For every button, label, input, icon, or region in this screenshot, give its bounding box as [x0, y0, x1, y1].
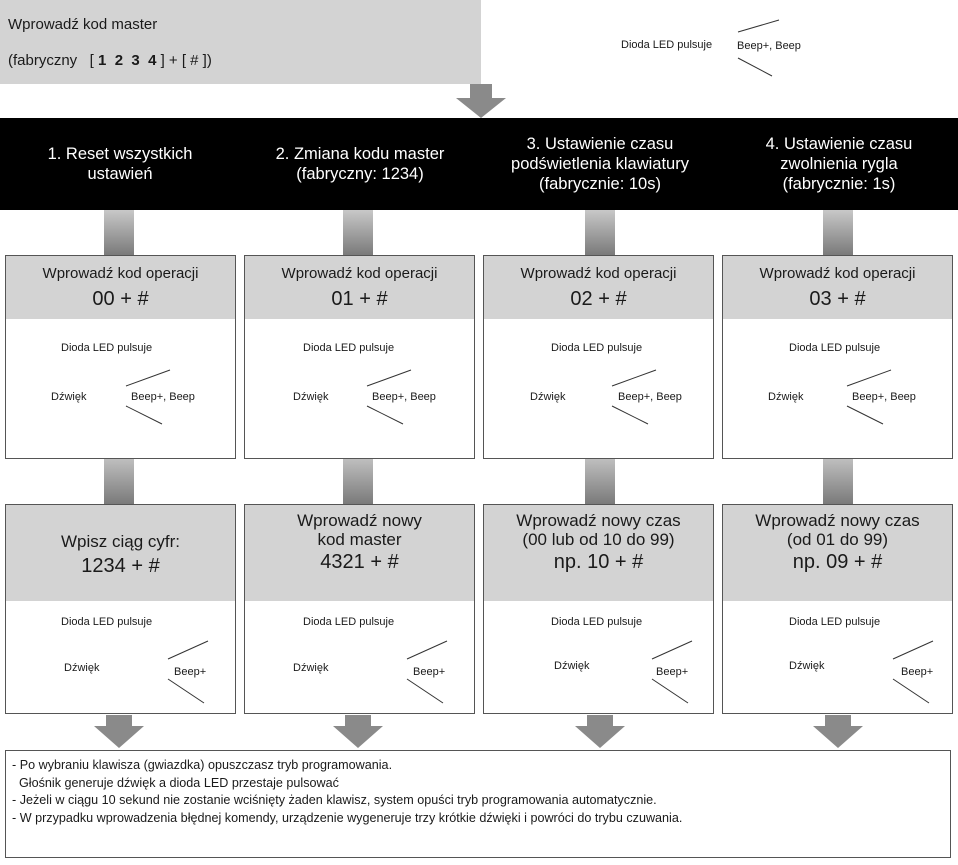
- bottom-arrow-3: [575, 715, 625, 748]
- connector-3a: [585, 210, 615, 255]
- led-label: Dioda LED pulsuje: [61, 616, 153, 628]
- op-title: Wprowadź kod operacji: [281, 265, 438, 282]
- sound-label: Dźwięk: [293, 662, 329, 674]
- op-box-2: Wprowadź kod operacji 01 + # Dioda LED p…: [244, 255, 475, 459]
- note-line: - W przypadku wprowadzenia błędnej komen…: [12, 810, 683, 825]
- note-line: Głośnik generuje dźwięk a dioda LED prze…: [12, 775, 339, 790]
- step2-line: Wprowadź nowy czas: [755, 511, 920, 530]
- op-code: 03 + #: [809, 288, 866, 310]
- op-title: Wprowadź kod operacji: [759, 265, 916, 282]
- led-label: Dioda LED pulsuje: [303, 616, 395, 628]
- notes-box: - Po wybraniu klawisza (gwiazdka) opuszc…: [5, 750, 951, 858]
- bottom-arrow-4: [813, 715, 863, 748]
- bracket-icon: [366, 369, 412, 425]
- sound-label: Dźwięk: [51, 391, 87, 403]
- top-beep-label: Beep+, Beep: [737, 40, 801, 52]
- op-title: Wprowadź kod operacji: [42, 265, 199, 282]
- bracket-icon: [611, 369, 657, 425]
- beep-label: Beep+, Beep: [852, 391, 916, 403]
- op-box-3: Wprowadź kod operacji 02 + # Dioda LED p…: [483, 255, 714, 459]
- led-label: Dioda LED pulsuje: [789, 342, 881, 354]
- bracket-icon: [125, 369, 171, 425]
- step2-box-4: Wprowadź nowy czas (od 01 do 99) np. 09 …: [722, 504, 953, 714]
- op-box-1: Wprowadź kod operacji 00 + # Dioda LED p…: [5, 255, 236, 459]
- bracket-icon: [651, 640, 693, 704]
- sound-label: Dźwięk: [789, 660, 825, 672]
- operations-header: 1. Reset wszystkich ustawień 2. Zmiana ko…: [0, 118, 958, 210]
- header-op-4: 4. Ustawienie czasu zwolnienia rygla (fabr…: [765, 135, 913, 193]
- beep-label: Beep+: [901, 666, 934, 678]
- top-arrow: [456, 84, 506, 118]
- led-label: Dioda LED pulsuje: [551, 342, 643, 354]
- op-title: Wprowadź kod operacji: [520, 265, 677, 282]
- step2-line: (od 01 do 99): [786, 530, 889, 549]
- step2-box-2: Wprowadź nowy kod master 4321 + # Dioda …: [244, 504, 475, 714]
- bracket-icon: [846, 369, 892, 425]
- sound-label: Dźwięk: [554, 660, 590, 672]
- header-op-1: 1. Reset wszystkich ustawień: [47, 145, 193, 183]
- bracket-icon: [406, 640, 448, 704]
- step2-line: kod master: [317, 530, 402, 549]
- step2-line: Wprowadź nowy: [297, 511, 422, 530]
- sound-label: Dźwięk: [293, 391, 329, 403]
- connector-2b: [343, 458, 373, 504]
- op-code: 00 + #: [92, 288, 149, 310]
- step2-line: Wpisz ciąg cyfr:: [60, 532, 181, 551]
- step2-code: 1234 + #: [81, 555, 160, 577]
- beep-label: Beep+: [656, 666, 689, 678]
- step2-line: (00 lub od 10 do 99): [522, 530, 675, 549]
- master-code-default: (fabryczny [ 1 2 3 4 ] + [ # ]): [8, 52, 212, 69]
- connector-4b: [823, 458, 853, 504]
- note-line: - Jeżeli w ciągu 10 sekund nie zostanie …: [12, 793, 657, 807]
- op-code: 02 + #: [570, 288, 627, 310]
- op-box-4: Wprowadź kod operacji 03 + # Dioda LED p…: [722, 255, 953, 459]
- led-label: Dioda LED pulsuje: [61, 342, 153, 354]
- sound-label: Dźwięk: [64, 662, 100, 674]
- step2-box-1: Wpisz ciąg cyfr: 1234 + # Dioda LED puls…: [5, 504, 236, 714]
- step2-code: np. 10 + #: [553, 551, 644, 573]
- connector-3b: [585, 458, 615, 504]
- master-code-title: Wprowadź kod master: [8, 16, 158, 33]
- step2-code: np. 09 + #: [792, 551, 883, 573]
- header-op-3: 3. Ustawienie czasu podświetlenia klawiat…: [511, 135, 689, 193]
- top-bracket-icon: [737, 19, 780, 77]
- beep-label: Beep+: [413, 666, 446, 678]
- led-label: Dioda LED pulsuje: [789, 616, 881, 628]
- sound-label: Dźwięk: [768, 391, 804, 403]
- note-line: - Po wybraniu klawisza (gwiazdka) opuszc…: [12, 758, 393, 772]
- op-code: 01 + #: [331, 288, 388, 310]
- header-op-2: 2. Zmiana kodu master (fabryczny: 1234): [275, 145, 445, 183]
- bottom-arrow-1: [94, 715, 144, 748]
- bracket-icon: [167, 640, 209, 704]
- sound-label: Dźwięk: [530, 391, 566, 403]
- beep-label: Beep+, Beep: [372, 391, 436, 403]
- master-code-feedback: Dioda LED pulsuje Beep+, Beep: [481, 0, 958, 84]
- step2-code: 4321 + #: [320, 551, 399, 573]
- beep-label: Beep+: [174, 666, 207, 678]
- connector-4a: [823, 210, 853, 255]
- connector-1b: [104, 458, 134, 504]
- beep-label: Beep+, Beep: [131, 391, 195, 403]
- master-code-box: Wprowadź kod master (fabryczny [ 1 2 3 4…: [0, 0, 481, 84]
- connector-1a: [104, 210, 134, 255]
- step2-box-3: Wprowadź nowy czas (00 lub od 10 do 99) …: [483, 504, 714, 714]
- led-label: Dioda LED pulsuje: [551, 616, 643, 628]
- bracket-icon: [892, 640, 934, 704]
- beep-label: Beep+, Beep: [618, 391, 682, 403]
- step2-line: Wprowadź nowy czas: [516, 511, 681, 530]
- connector-2a: [343, 210, 373, 255]
- led-label: Dioda LED pulsuje: [303, 342, 395, 354]
- bottom-arrow-2: [333, 715, 383, 748]
- top-led-label: Dioda LED pulsuje: [621, 39, 713, 51]
